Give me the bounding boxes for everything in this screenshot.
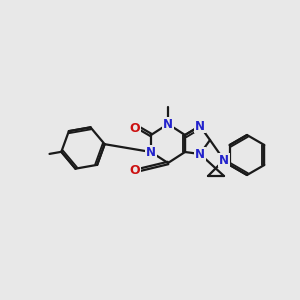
Text: N: N [146,146,156,158]
Text: O: O [130,164,140,176]
Text: N: N [195,148,205,160]
Text: N: N [195,119,205,133]
Text: O: O [130,122,140,134]
Text: N: N [163,118,173,130]
Text: N: N [219,154,229,166]
